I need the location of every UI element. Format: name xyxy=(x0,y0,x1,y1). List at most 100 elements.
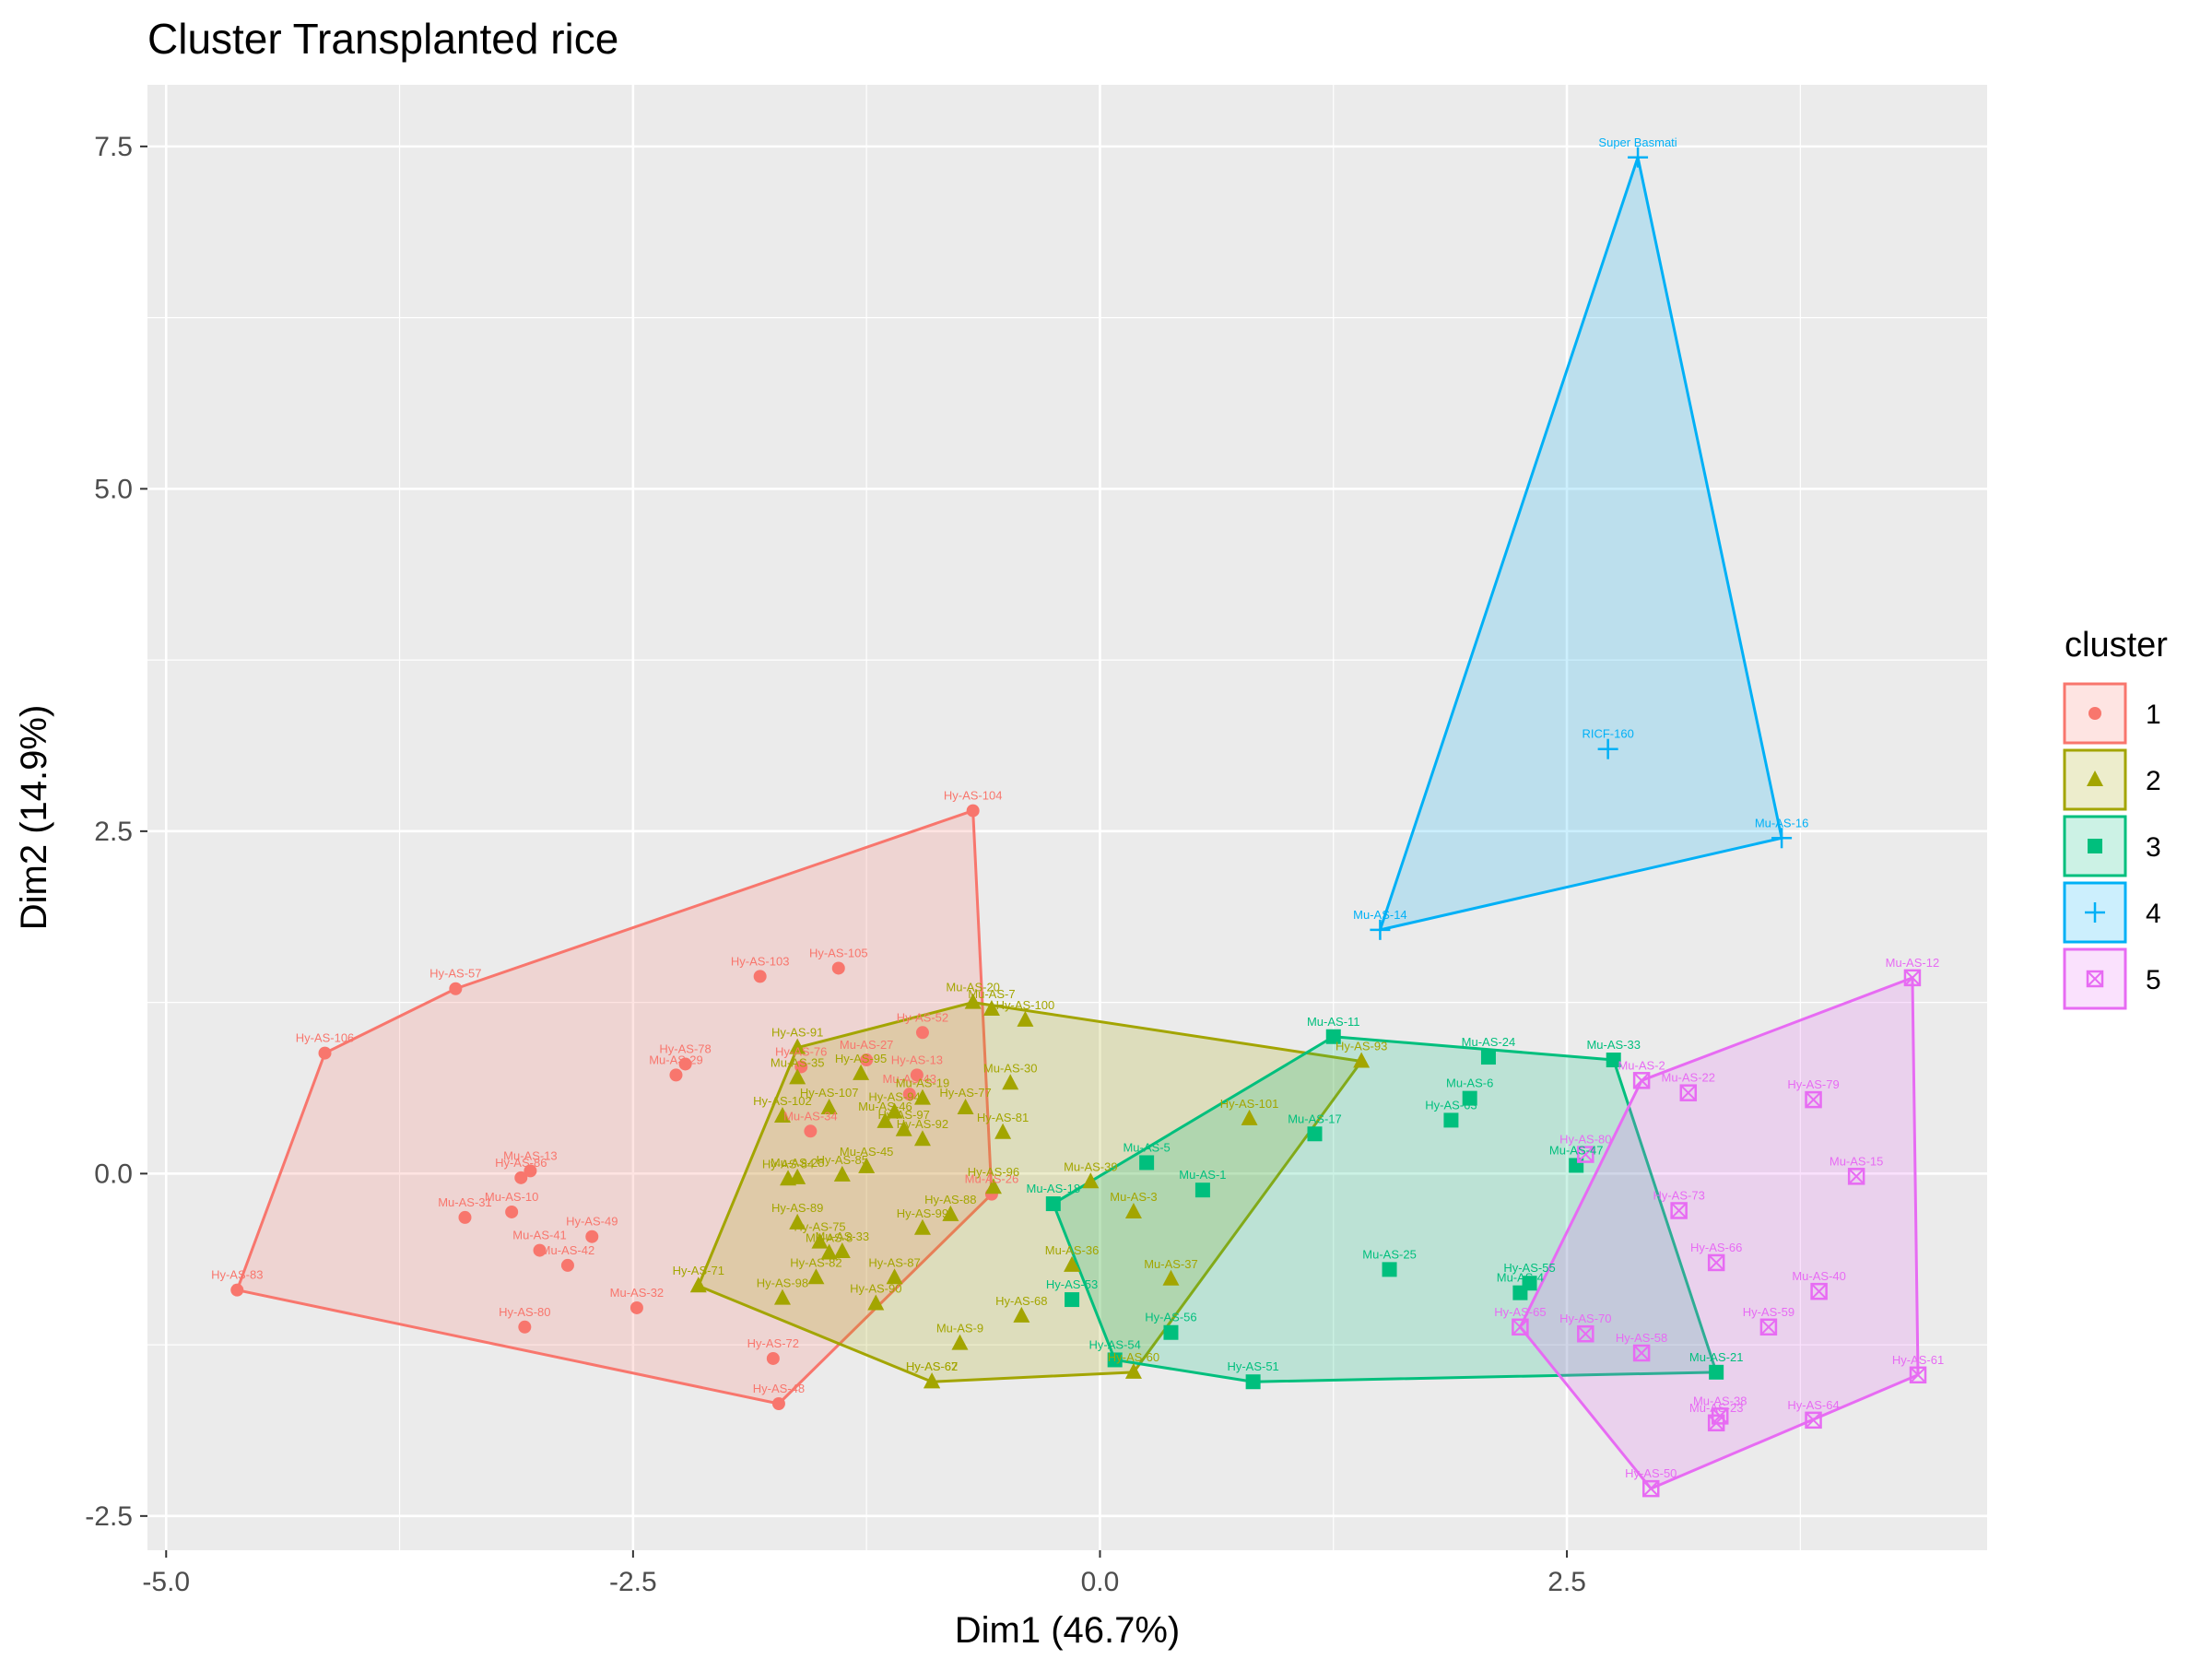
y-axis-title: Dim2 (14.9%) xyxy=(14,705,54,931)
data-point xyxy=(1670,1202,1688,1219)
data-point xyxy=(1002,1074,1019,1090)
data-point xyxy=(833,1165,851,1182)
point-label: Mu-AS-17 xyxy=(1288,1112,1342,1125)
point-label: Mu-AS-11 xyxy=(1307,1015,1360,1029)
data-points xyxy=(230,147,1927,1498)
point-label: Hy-AS-57 xyxy=(429,967,481,981)
point-label: Mu-AS-14 xyxy=(1353,908,1407,922)
data-point xyxy=(766,1351,780,1365)
data-point xyxy=(1709,1364,1724,1380)
data-point xyxy=(860,1053,874,1067)
point-label: Hy-AS-85 xyxy=(817,1153,868,1167)
point-label: Mu-AS-34 xyxy=(783,1109,838,1123)
data-point xyxy=(1124,1202,1142,1218)
legend-key-1 xyxy=(2063,682,2127,745)
data-point xyxy=(886,1268,903,1285)
data-point xyxy=(1628,147,1649,168)
data-point xyxy=(789,1038,806,1054)
point-label: Hy-AS-61 xyxy=(1892,1353,1944,1367)
data-point xyxy=(1632,1344,1651,1362)
data-point xyxy=(1017,1010,1034,1027)
data-point xyxy=(789,1213,806,1230)
legend-marker-3 xyxy=(2088,839,2102,853)
point-label: Hy-AS-82 xyxy=(790,1255,841,1269)
data-point xyxy=(913,1218,931,1235)
point-label: Hy-AS-104 xyxy=(944,789,1003,803)
legend-key-2 xyxy=(2063,748,2127,811)
data-point xyxy=(629,1300,643,1314)
data-point xyxy=(533,1243,547,1257)
point-label: Hy-AS-94 xyxy=(868,1089,920,1103)
point-label: Hy-AS-98 xyxy=(757,1277,808,1290)
data-point xyxy=(820,1243,838,1260)
point-label: Hy-AS-48 xyxy=(753,1382,805,1395)
y-tick-label: 2.5 xyxy=(94,817,133,847)
point-label: Hy-AS-86 xyxy=(495,1156,547,1170)
data-point xyxy=(1045,1196,1061,1212)
data-point xyxy=(942,1205,959,1221)
point-label: Hy-AS-90 xyxy=(850,1282,901,1296)
legend-marker-5 xyxy=(2086,970,2104,988)
y-tick-label: 0.0 xyxy=(94,1159,133,1189)
data-point xyxy=(1679,1084,1698,1101)
data-point xyxy=(994,1123,1012,1139)
point-label: Hy-AS-53 xyxy=(1046,1277,1098,1291)
point-label: Hy-AS-51 xyxy=(1227,1359,1278,1373)
data-point xyxy=(1512,1285,1528,1300)
point-label: Mu-AS-41 xyxy=(512,1229,567,1242)
point-label: Hy-AS-89 xyxy=(771,1201,823,1215)
data-point xyxy=(1064,1255,1081,1272)
point-label: Hy-AS-78 xyxy=(659,1041,711,1055)
data-point xyxy=(678,1057,692,1071)
point-label: Hy-AS-50 xyxy=(1625,1466,1677,1480)
legend-marker-4 xyxy=(2085,902,2105,923)
data-point xyxy=(1512,1318,1529,1336)
point-label: Hy-AS-105 xyxy=(809,946,868,959)
data-point xyxy=(514,1171,528,1184)
data-point xyxy=(1241,1109,1258,1125)
legend-key-4 xyxy=(2063,881,2127,944)
data-point xyxy=(902,1088,916,1101)
point-label: Hy-AS-87 xyxy=(868,1255,920,1269)
point-label: Hy-AS-77 xyxy=(939,1086,991,1100)
point-label: Hy-AS-56 xyxy=(1145,1311,1196,1324)
legend-title: cluster xyxy=(2065,626,2168,665)
data-point xyxy=(1909,1366,1927,1384)
point-label: Mu-AS-33 xyxy=(1586,1038,1641,1052)
point-label: Mu-AS-2 xyxy=(1618,1058,1665,1072)
point-label: Mu-AS-6 xyxy=(1446,1077,1493,1090)
point-label: Hy-AS-106 xyxy=(296,1031,355,1045)
data-point xyxy=(1382,1262,1397,1277)
point-label: RICF-160 xyxy=(1582,727,1633,741)
legend: cluster 1 2 3 4 5 xyxy=(2063,626,2168,1010)
data-point xyxy=(771,1397,785,1410)
data-point xyxy=(811,1232,829,1249)
point-label: Hy-AS-75 xyxy=(794,1220,845,1234)
data-point xyxy=(449,982,463,995)
point-label: Hy-AS-55 xyxy=(1503,1261,1555,1275)
point-label: Hy-AS-52 xyxy=(897,1010,948,1024)
point-label: Mu-AS-30 xyxy=(983,1061,1038,1075)
y-tick-label: 5.0 xyxy=(94,474,133,504)
data-point xyxy=(1082,1172,1100,1189)
data-point xyxy=(984,1178,1002,1194)
point-label: Hy-AS-60 xyxy=(1108,1350,1159,1364)
point-label: Hy-AS-99 xyxy=(897,1206,948,1220)
data-point xyxy=(858,1157,876,1173)
data-point xyxy=(669,1068,683,1082)
data-point xyxy=(1759,1318,1778,1336)
data-point xyxy=(458,1210,472,1224)
point-label: Mu-AS-10 xyxy=(485,1190,539,1204)
point-label: Hy-AS-79 xyxy=(1787,1077,1839,1091)
chart-title: Cluster Transplanted rice xyxy=(147,15,618,63)
point-label: Mu-AS-12 xyxy=(1886,956,1940,970)
x-axis-title: Dim1 (46.7%) xyxy=(955,1610,1181,1651)
point-label: Hy-AS-80 xyxy=(499,1305,550,1319)
legend-label: 3 xyxy=(2146,832,2161,863)
point-label: Hy-AS-93 xyxy=(1335,1040,1387,1053)
data-point xyxy=(910,1068,924,1082)
data-point xyxy=(1771,828,1793,849)
point-label: Mu-AS-1 xyxy=(1179,1168,1226,1182)
data-point xyxy=(1577,1146,1594,1163)
data-point xyxy=(1163,1324,1179,1340)
